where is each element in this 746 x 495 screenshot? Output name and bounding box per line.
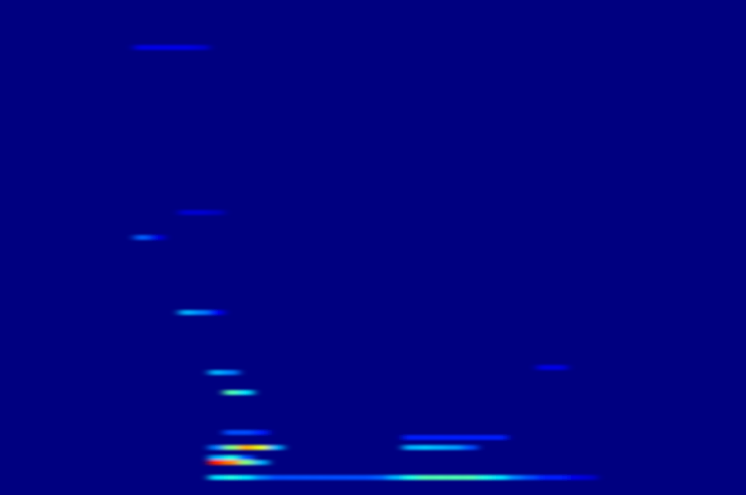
heatmap-cell xyxy=(179,310,194,315)
heatmap-cell xyxy=(194,210,209,215)
heatmap-cell xyxy=(448,445,463,450)
heatmap-cell xyxy=(552,475,567,480)
heatmap-cell xyxy=(194,45,209,50)
heatmap-cell xyxy=(254,460,269,465)
heatmap-cell xyxy=(328,475,343,480)
heatmap-cell xyxy=(433,445,448,450)
heatmap-cell xyxy=(448,435,463,440)
chart xyxy=(0,0,746,495)
heatmap-cell xyxy=(134,235,149,240)
heatmap-cell xyxy=(492,435,507,440)
heatmap-cell xyxy=(313,475,328,480)
heatmap-cell xyxy=(418,445,433,450)
heatmap-cell xyxy=(492,475,507,480)
heatmap-cell xyxy=(537,365,552,370)
heatmap-cell xyxy=(269,445,284,450)
heatmap-cell xyxy=(283,475,298,480)
heatmap-cell xyxy=(552,365,567,370)
heatmap-cell xyxy=(239,455,254,460)
heatmap-cell xyxy=(239,445,254,450)
heatmap-cell xyxy=(373,475,388,480)
heatmap-cell xyxy=(582,475,597,480)
heatmap-cell xyxy=(254,430,269,435)
heatmap-cell xyxy=(254,475,269,480)
plot-background xyxy=(0,0,746,495)
heatmap-cell xyxy=(179,210,194,215)
cells xyxy=(134,45,597,480)
heatmap-cell xyxy=(388,475,403,480)
heatmap-cell xyxy=(269,475,284,480)
heatmap-cell xyxy=(403,445,418,450)
heatmap-cell xyxy=(224,460,239,465)
heatmap-cell xyxy=(507,475,522,480)
heatmap-cell xyxy=(224,475,239,480)
heatmap-cell xyxy=(463,435,478,440)
heatmap-cell xyxy=(477,435,492,440)
heatmap-cell xyxy=(224,445,239,450)
heatmap-cell xyxy=(343,475,358,480)
heatmap-cell xyxy=(463,475,478,480)
heatmap-cell xyxy=(179,45,194,50)
heatmap-cell xyxy=(149,45,164,50)
heatmap-cell xyxy=(418,435,433,440)
heatmap-cell xyxy=(209,310,224,315)
heatmap-cell xyxy=(239,475,254,480)
heatmap-cell xyxy=(403,435,418,440)
heatmap-cell xyxy=(522,475,537,480)
heatmap-cell xyxy=(403,475,418,480)
heatmap-cell xyxy=(149,235,164,240)
heatmap-cell xyxy=(239,430,254,435)
heatmap-cell xyxy=(209,460,224,465)
heatmap-cell xyxy=(239,390,254,395)
heatmap-cell xyxy=(463,445,478,450)
heatmap-cell xyxy=(209,210,224,215)
heatmap-cell xyxy=(209,475,224,480)
heatmap-cell xyxy=(358,475,373,480)
heatmap-cell xyxy=(537,475,552,480)
heatmap-cell xyxy=(164,45,179,50)
cell-layer xyxy=(134,45,597,480)
heatmap-cell xyxy=(224,390,239,395)
heatmap-cell xyxy=(194,310,209,315)
heatmap-cell xyxy=(433,435,448,440)
heatmap-cell xyxy=(239,460,254,465)
heatmap-cell xyxy=(418,475,433,480)
heatmap-cell xyxy=(209,445,224,450)
heatmap-cell xyxy=(254,445,269,450)
heatmap-cell xyxy=(224,370,239,375)
heatmap-cell xyxy=(567,475,582,480)
heatmap-cell xyxy=(298,475,313,480)
heatmap-cell xyxy=(433,475,448,480)
heatmap-cell xyxy=(209,370,224,375)
heatmap-cell xyxy=(224,430,239,435)
heatmap-cell xyxy=(448,475,463,480)
heatmap-cell xyxy=(224,455,239,460)
heatmap-cell xyxy=(209,455,224,460)
heatmap-cell xyxy=(477,475,492,480)
heatmap-cell xyxy=(134,45,149,50)
